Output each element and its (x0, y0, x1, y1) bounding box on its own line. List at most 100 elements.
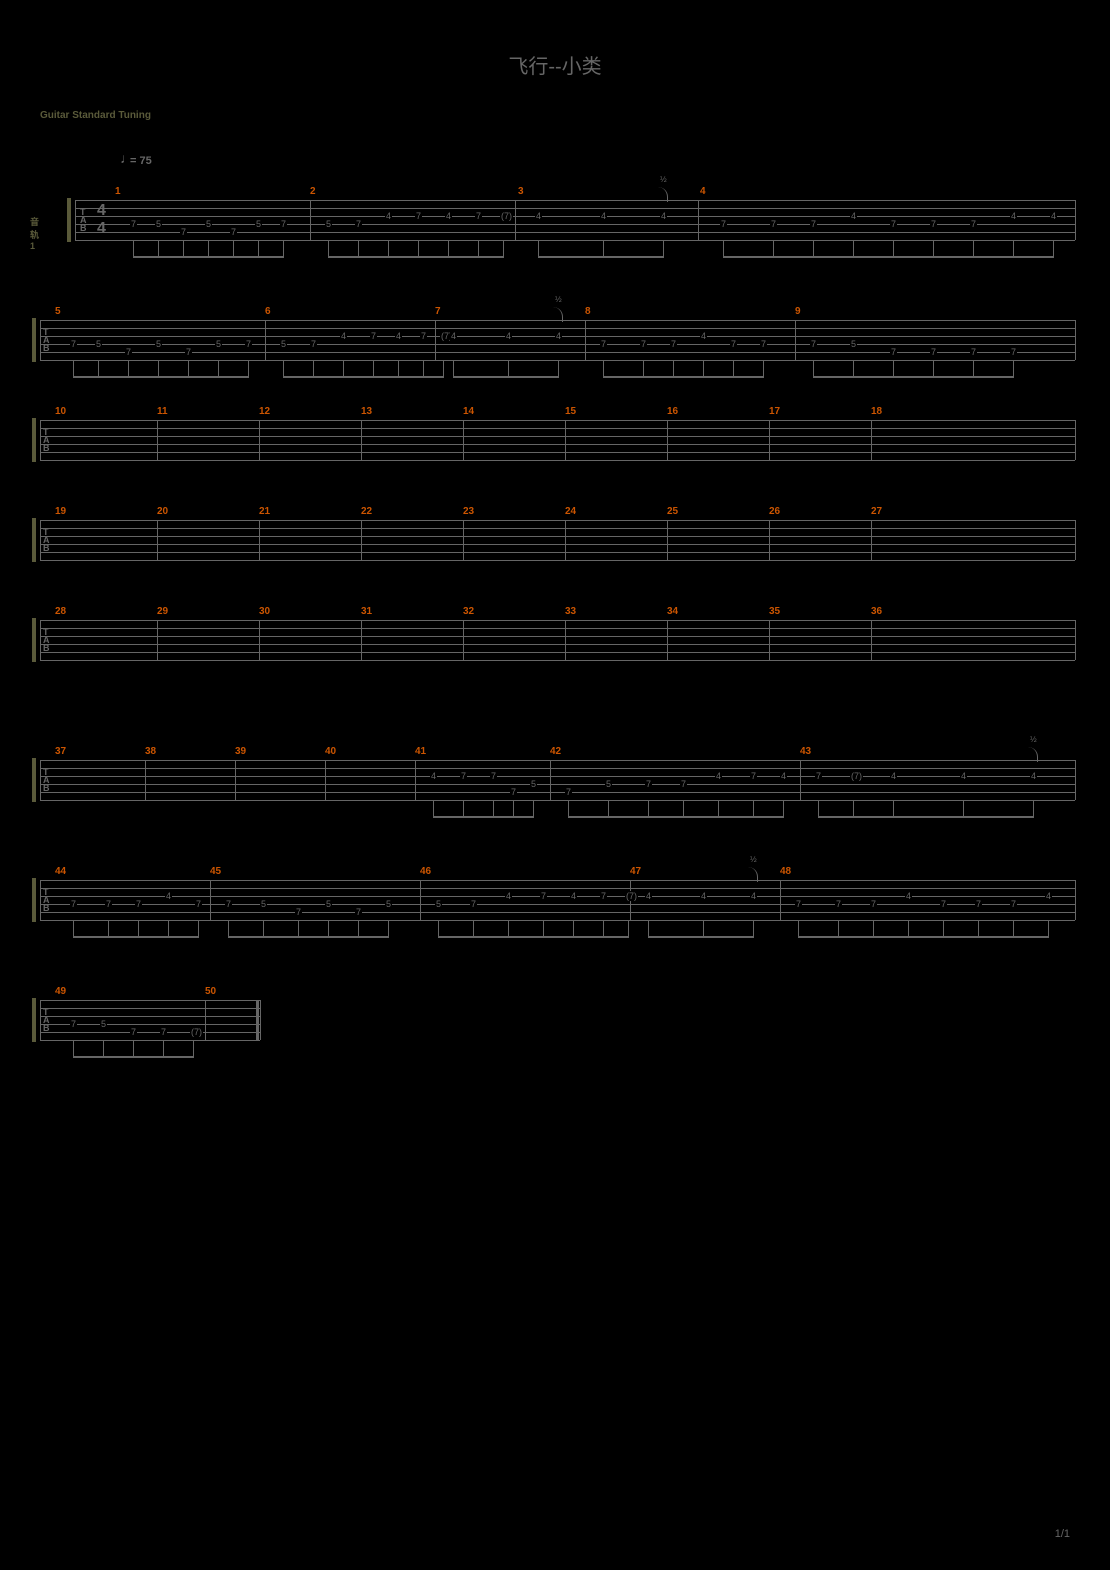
time-signature-bottom: 4 (97, 220, 106, 238)
fret-number: 7 (490, 771, 497, 781)
fret-number: 7 (600, 891, 607, 901)
note-beam (853, 376, 893, 378)
barline (40, 880, 41, 920)
fret-number: 7 (245, 339, 252, 349)
barline (667, 620, 668, 660)
fret-number: 7 (645, 779, 652, 789)
fret-number: (7) (625, 891, 638, 901)
note-beam (818, 816, 853, 818)
measure-number: 42 (550, 746, 561, 757)
note-beam (853, 256, 893, 258)
fret-number: 4 (395, 331, 402, 341)
staff-line (40, 344, 1075, 345)
fret-number: 4 (165, 891, 172, 901)
note-beam (188, 376, 218, 378)
barline (769, 620, 770, 660)
fret-number: 7 (160, 1027, 167, 1037)
measure-number: 39 (235, 746, 246, 757)
measure-number: 23 (463, 506, 474, 517)
barline (515, 200, 516, 240)
note-beam (158, 256, 183, 258)
note-beam (158, 376, 188, 378)
barline (565, 620, 566, 660)
barline (667, 420, 668, 460)
note-stem (763, 360, 764, 378)
note-beam (108, 936, 138, 938)
measure-number: 19 (55, 506, 66, 517)
fret-number: 7 (225, 899, 232, 909)
measure-number: 33 (565, 606, 576, 617)
fret-number: 5 (155, 219, 162, 229)
note-beam (358, 256, 388, 258)
barline (265, 320, 266, 360)
fret-number: (7) (190, 1027, 203, 1037)
fret-number: 7 (230, 227, 237, 237)
fret-number: 4 (570, 891, 577, 901)
note-beam (1013, 936, 1048, 938)
fret-number: 5 (95, 339, 102, 349)
note-beam (873, 936, 908, 938)
fret-number: 7 (415, 211, 422, 221)
fret-number: 7 (930, 347, 937, 357)
fret-number: 4 (700, 891, 707, 901)
barline (415, 760, 416, 800)
staff-bracket (32, 878, 36, 922)
note-beam (263, 936, 298, 938)
staff-line (40, 460, 1075, 461)
staff-line (40, 1000, 260, 1001)
staff-line (40, 888, 1075, 889)
fret-number: 5 (260, 899, 267, 909)
barline (585, 320, 586, 360)
staff-bracket (32, 618, 36, 662)
fret-number: 7 (770, 219, 777, 229)
fret-number: 4 (850, 211, 857, 221)
fret-number: 7 (470, 899, 477, 909)
measure-number: 6 (265, 306, 271, 317)
fret-number: 5 (205, 219, 212, 229)
measure-number: 18 (871, 406, 882, 417)
barline (769, 520, 770, 560)
fret-number: 7 (130, 219, 137, 229)
staff-line (40, 644, 1075, 645)
fret-number: 5 (280, 339, 287, 349)
staff-line (75, 200, 1075, 201)
note-beam (723, 256, 773, 258)
tab-clef: T A B (80, 208, 87, 232)
note-beam (773, 256, 813, 258)
fret-number: 4 (905, 891, 912, 901)
measure-number: 9 (795, 306, 801, 317)
note-beam (218, 376, 248, 378)
measure-number: 46 (420, 866, 431, 877)
note-beam (978, 936, 1013, 938)
note-beam (138, 936, 168, 938)
barline (780, 880, 781, 920)
staff-line (40, 912, 1075, 913)
staff-line (75, 208, 1075, 209)
fret-number: 7 (280, 219, 287, 229)
staff-line (40, 660, 1075, 661)
measure-number: 40 (325, 746, 336, 757)
note-beam (813, 256, 853, 258)
fret-number: 4 (450, 331, 457, 341)
fret-number: 7 (835, 899, 842, 909)
barline (75, 200, 76, 240)
measure-number: 44 (55, 866, 66, 877)
fret-number: 7 (680, 779, 687, 789)
measure-number: 1 (115, 186, 121, 197)
note-beam (133, 256, 158, 258)
note-beam (963, 816, 1033, 818)
barline (1075, 880, 1076, 920)
barline (769, 420, 770, 460)
fret-number: 7 (670, 339, 677, 349)
note-beam (973, 256, 1013, 258)
note-beam (538, 256, 603, 258)
fret-number: 7 (975, 899, 982, 909)
note-stem (1013, 360, 1014, 378)
note-stem (628, 920, 629, 938)
note-beam (608, 816, 648, 818)
note-beam (508, 936, 543, 938)
staff-line (40, 880, 1075, 881)
fret-number: (7) (850, 771, 863, 781)
fret-number: 7 (970, 347, 977, 357)
note-stem (783, 800, 784, 818)
